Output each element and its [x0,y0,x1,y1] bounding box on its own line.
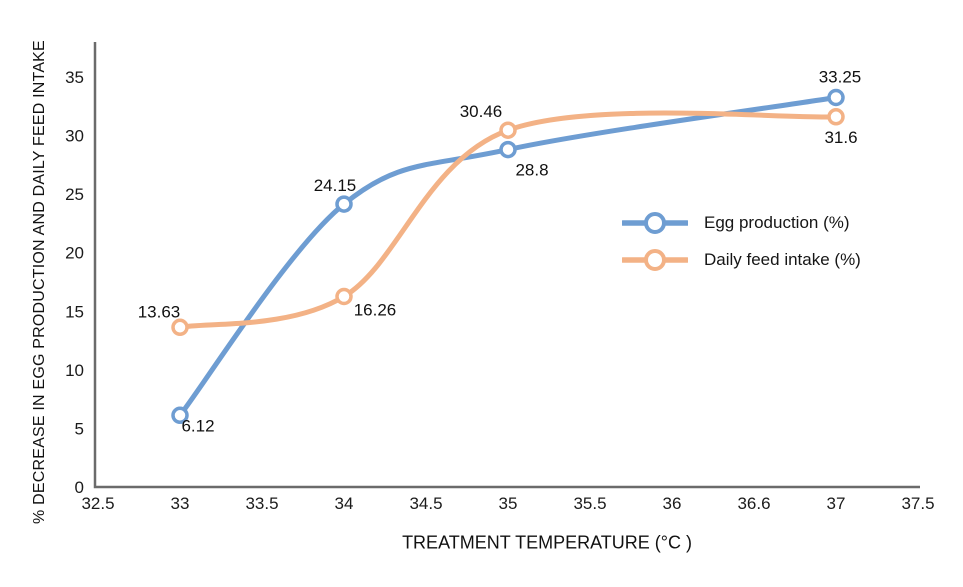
egg-production-line [177,95,839,418]
data-point-label: 6.12 [181,416,214,435]
x-axis-title: TREATMENT TEMPERATURE (°C ) [402,532,692,553]
data-point-label: 13.63 [138,302,181,321]
x-axis-tick-label: 37.5 [901,494,934,513]
legend-label-egg-production: Egg production (%) [704,213,850,232]
legend-item-egg-production: Egg production (%) [622,209,861,237]
data-point-label: 24.15 [314,176,357,195]
x-axis-tick-label: 36 [663,494,682,513]
daily-feed-intake-line [177,110,839,330]
y-axis-tick-label: 0 [75,478,84,497]
legend: Egg production (%) Daily feed intake (%) [622,209,861,274]
daily-feed-intake-series-marker-icon [622,249,688,271]
data-point-label: 16.26 [354,301,397,320]
x-axis-tick-label: 34.5 [409,494,442,513]
egg-production-series-marker-icon [622,212,688,234]
y-axis-title: % DECREASE IN EGG PRODUCTION AND DAILY F… [31,40,48,524]
y-axis-tick-label: 15 [65,302,84,321]
data-point-label: 33.25 [819,68,862,87]
x-axis-tick-label: 32.5 [81,494,114,513]
x-axis-tick-label: 33.5 [245,494,278,513]
y-axis-tick-label: 30 [65,127,84,146]
data-point-marker [335,195,353,213]
y-axis-tick-label: 20 [65,244,84,263]
data-point-marker [171,318,189,337]
data-point-label: 28.8 [515,161,548,180]
y-axis-tick-label: 35 [65,68,84,87]
data-point-label: 30.46 [460,102,503,121]
legend-item-daily-feed-intake: Daily feed intake (%) [622,246,861,274]
data-point-marker [827,108,845,126]
x-axis-tick-label: 33 [171,494,190,513]
x-axis-tick-label: 36.6 [737,494,770,513]
x-axis-tick-label: 34 [335,494,354,513]
data-point-marker [827,88,845,107]
data-point-marker [335,287,353,306]
data-point-marker [499,140,517,159]
data-point-marker [499,121,517,139]
legend-label-daily-feed-intake: Daily feed intake (%) [704,250,861,269]
axis-lines [93,42,920,489]
y-axis-tick-label: 10 [65,361,84,380]
x-axis-tick-label: 37 [827,494,846,513]
y-axis-tick-label: 5 [75,419,84,438]
data-point-marker [171,406,189,425]
data-point-label: 31.6 [824,128,857,147]
x-axis-tick-label: 35.5 [573,494,606,513]
y-axis-tick-label: 25 [65,185,84,204]
x-axis-tick-label: 35 [499,494,518,513]
